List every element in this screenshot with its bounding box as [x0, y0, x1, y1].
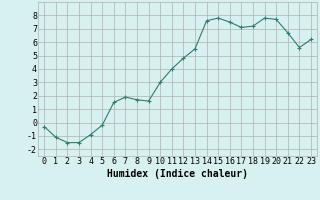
X-axis label: Humidex (Indice chaleur): Humidex (Indice chaleur): [107, 169, 248, 179]
